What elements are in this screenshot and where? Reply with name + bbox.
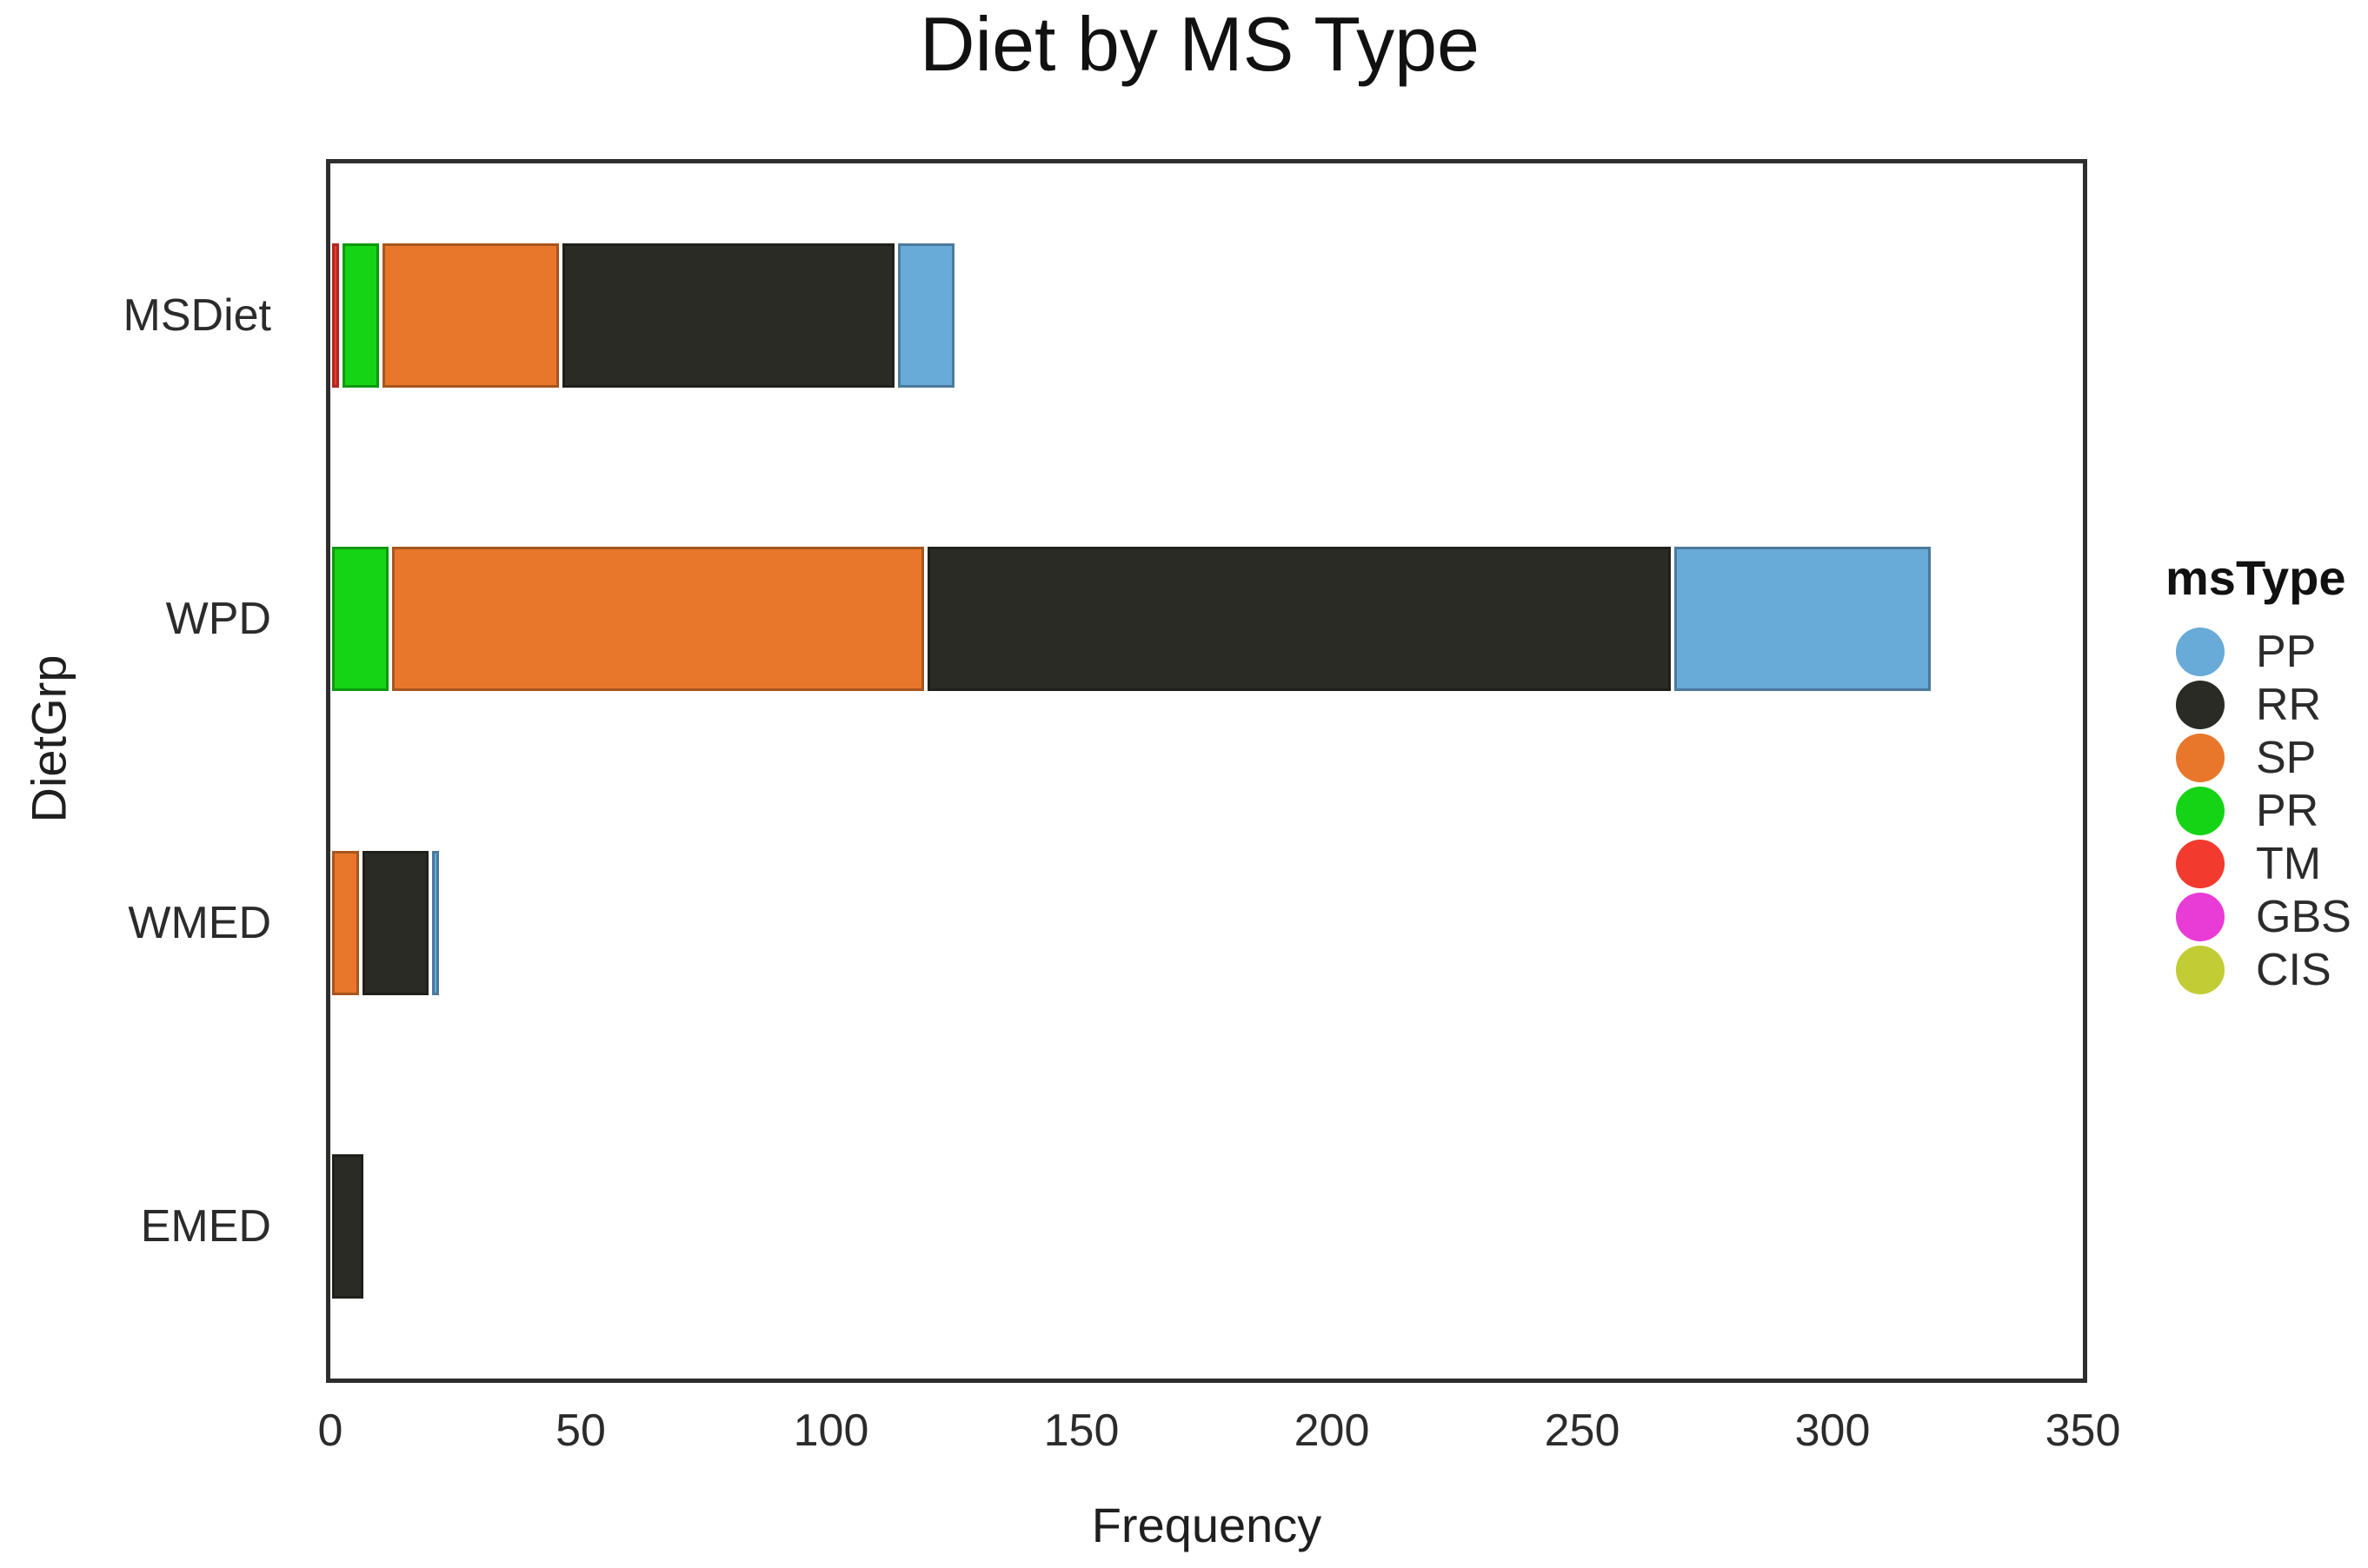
legend-swatch-GBS: [2176, 892, 2225, 941]
legend-label: CIS: [2256, 944, 2331, 995]
legend-swatch-RR: [2176, 680, 2225, 729]
legend-swatch-SP: [2176, 733, 2225, 782]
x-tick-label-50: 50: [555, 1405, 606, 1456]
legend-swatch-TM: [2176, 839, 2225, 888]
legend-entry-RR: RR: [2158, 678, 2351, 731]
bar-segment-WMED-RR: [362, 850, 429, 995]
bar-segment-MSDiet-TM: [332, 243, 339, 388]
legend-entry-SP: SP: [2158, 731, 2351, 784]
y-axis-label-MSDiet: MSDiet: [123, 289, 271, 341]
x-tick-label-200: 200: [1294, 1405, 1370, 1456]
bar-segment-MSDiet-PP: [897, 243, 955, 388]
legend-swatch-PR: [2176, 786, 2225, 835]
x-tick-label-0: 0: [317, 1405, 343, 1456]
legend-label: RR: [2256, 679, 2322, 730]
y-axis-label-WMED: WMED: [128, 897, 271, 948]
legend-swatch-PP: [2176, 627, 2225, 676]
bar-segment-WPD-RR: [928, 547, 1671, 692]
legend-label: SP: [2256, 732, 2317, 783]
legend-entry-GBS: GBS: [2158, 890, 2351, 943]
legend-entry-PP: PP: [2158, 625, 2351, 678]
bar-segment-MSDiet-RR: [562, 243, 895, 388]
legend-label: PR: [2256, 785, 2319, 836]
legend: msType PP RR SP PR TM GBS CIS: [2158, 549, 2351, 996]
x-axis-title: Frequency: [1091, 1498, 1322, 1552]
bar-segment-WMED-SP: [332, 850, 359, 995]
y-axis-title: DietGrp: [21, 654, 76, 823]
y-axis-label-WPD: WPD: [165, 594, 271, 645]
bar-segment-MSDiet-PR: [342, 243, 379, 388]
plot-panel: [326, 159, 2087, 1383]
legend-label: GBS: [2256, 891, 2351, 942]
x-tick-label-350: 350: [2045, 1405, 2121, 1456]
chart-title: Diet by MS Type: [920, 1, 1480, 87]
legend-title: msType: [2165, 550, 2346, 605]
legend-label: PP: [2256, 626, 2317, 677]
legend-entries: PP RR SP PR TM GBS CIS: [2158, 625, 2351, 996]
x-tick-label-250: 250: [1544, 1405, 1620, 1456]
y-axis-label-EMED: EMED: [140, 1201, 271, 1252]
bar-segment-WPD-PR: [332, 547, 389, 692]
legend-entry-PR: PR: [2158, 784, 2351, 837]
bar-segment-WPD-SP: [392, 547, 925, 692]
legend-label: TM: [2256, 838, 2322, 889]
bar-segment-WMED-PP: [432, 850, 439, 995]
bar-segment-EMED-RR: [332, 1154, 364, 1299]
bar-segment-WPD-PP: [1673, 547, 1932, 692]
legend-entry-CIS: CIS: [2158, 943, 2351, 996]
x-tick-label-100: 100: [793, 1405, 869, 1456]
bar-segment-MSDiet-SP: [382, 243, 559, 388]
legend-entry-TM: TM: [2158, 837, 2351, 890]
x-tick-label-300: 300: [1794, 1405, 1871, 1456]
x-tick-label-150: 150: [1043, 1405, 1120, 1456]
legend-swatch-CIS: [2176, 945, 2225, 994]
